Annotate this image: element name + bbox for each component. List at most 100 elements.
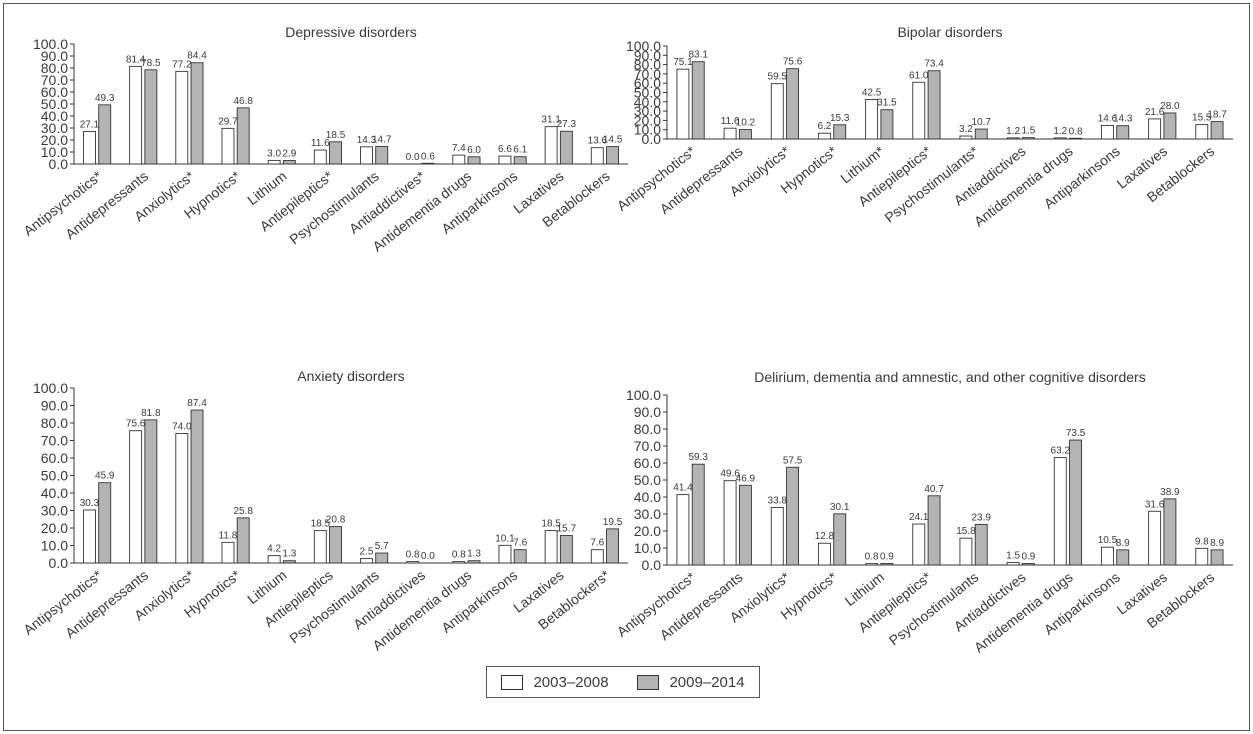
bar-2009-2014 [329,141,342,165]
bar-2003-2008 [1006,137,1020,140]
bar-2009-2014 [1210,549,1224,566]
data-label: 23.9 [971,512,991,523]
data-label: 15.5 [1192,113,1212,124]
y-tick-label: 50.0 [41,96,68,112]
bar-2003-2008 [452,561,466,564]
x-tick-label: Antidepressants [657,569,746,643]
data-label: 84.4 [187,51,207,62]
y-tick-label: 0.0 [642,131,662,147]
legend-item-2003-2008: 2003–2008 [501,673,609,691]
bar-2009-2014 [1163,112,1177,140]
data-label: 18.5 [311,519,331,530]
data-label: 81.8 [141,408,161,419]
bar-2009-2014 [833,513,847,566]
data-label: 1.5 [1006,550,1020,561]
y-tick-label: 90.0 [634,404,661,420]
bar-2009-2014 [282,160,296,165]
bar-2003-2008 [498,544,512,564]
chart-title: Bipolar disorders [897,24,1002,40]
bar-2003-2008 [267,159,281,165]
bar-2009-2014 [375,552,389,564]
y-tick-label: 20.0 [634,112,661,128]
y-tick-label: 40.0 [634,489,661,505]
data-label: 10.5 [1098,535,1118,546]
data-label: 18.7 [1207,110,1227,121]
data-label: 6.6 [498,144,512,155]
bar-2003-2008 [175,70,189,165]
bar-2009-2014 [974,523,988,566]
y-tick-label: 50.0 [634,472,661,488]
y-tick-label: 30.0 [634,103,661,119]
bar-2009-2014 [606,146,619,165]
bar-2009-2014 [691,463,705,566]
bar-2009-2014 [1021,563,1035,566]
y-tick-label: 80.0 [41,415,68,431]
legend-swatch-2009-2014 [637,674,660,690]
bar-2003-2008 [865,99,879,140]
bar-2003-2008 [129,430,143,564]
data-label: 21.6 [1145,107,1165,118]
y-tick-label: 80.0 [41,60,68,76]
y-tick-label: 80.0 [634,421,661,437]
bar-2003-2008 [959,537,973,566]
bar-2009-2014 [927,495,941,566]
y-tick-label: 70.0 [41,433,68,449]
bar-2003-2008 [590,549,604,564]
legend-label-2009-2014: 2009–2014 [669,673,745,691]
data-label: 75.6 [126,419,146,430]
chart-panel-2: Bipolar disorders 0.010.020.030.040.050.0… [614,24,1233,230]
bar-2009-2014 [974,128,988,140]
data-label: 77.2 [172,59,192,70]
bar-2003-2008 [267,555,281,564]
legend-swatch-2003-2008 [501,674,524,690]
data-label: 46.8 [233,96,253,107]
data-label: 1.5 [1021,126,1035,137]
bar-2009-2014 [236,517,250,564]
y-tick-label: 100.0 [626,38,661,54]
x-tick-label: Antidepressants [62,168,151,242]
data-label: 63.2 [1051,446,1071,457]
bar-2003-2008 [175,433,189,564]
bar-2003-2008 [770,507,784,566]
y-tick-label: 20.0 [41,132,68,148]
bar-2009-2014 [927,70,941,140]
data-label: 4.2 [267,544,281,555]
data-label: 0.0 [406,152,420,163]
chart-panel-1: Depressive disorders0.010.020.030.040.05… [20,24,628,255]
bar-2003-2008 [865,563,879,566]
data-label: 11.6 [721,116,740,127]
bar-2009-2014 [833,124,847,140]
bar-2003-2008 [83,509,96,564]
data-label: 0.0 [421,551,435,562]
y-tick-label: 90.0 [634,47,661,63]
data-label: 9.8 [1195,536,1209,547]
y-tick-label: 0.0 [49,555,69,571]
y-tick-label: 100.0 [33,36,68,52]
data-label: 11.6 [311,138,330,149]
legend-label-2003-2008: 2003–2008 [533,673,609,691]
data-label: 73.5 [1066,428,1086,439]
y-tick-label: 60.0 [634,455,661,471]
data-label: 13.6 [588,136,608,147]
data-label: 10.1 [495,533,515,544]
data-label: 78.5 [141,58,161,69]
data-label: 38.9 [1160,487,1180,498]
bar-2009-2014 [467,156,481,165]
bar-2003-2008 [723,127,737,140]
data-label: 0.9 [880,551,894,562]
y-tick-label: 50.0 [634,85,661,101]
data-label: 30.3 [80,498,100,509]
bar-2009-2014 [282,560,296,564]
y-tick-label: 0.0 [49,156,69,172]
bar-2009-2014 [329,526,342,564]
data-label: 31.5 [877,98,897,109]
bar-2003-2008 [1053,137,1067,140]
x-tick-label: Antidepressants [657,143,746,217]
bar-2009-2014 [1116,125,1130,140]
data-label: 31.1 [541,115,561,126]
bar-2009-2014 [786,68,800,140]
data-label: 24.1 [909,512,929,523]
bar-2003-2008 [590,147,604,165]
bar-2003-2008 [544,126,558,165]
